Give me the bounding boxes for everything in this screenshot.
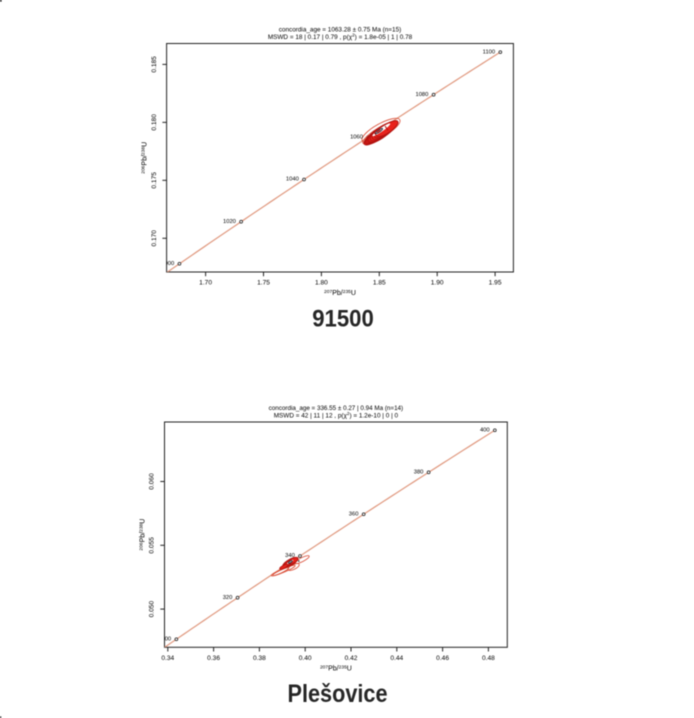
svg-text:360: 360 — [349, 511, 359, 517]
svg-text:1000: 1000 — [161, 261, 174, 267]
svg-text:0.055: 0.055 — [149, 537, 156, 554]
svg-text:1.80: 1.80 — [315, 280, 328, 287]
svg-text:0.185: 0.185 — [151, 56, 158, 73]
svg-text:0.060: 0.060 — [149, 473, 156, 490]
svg-text:1080: 1080 — [415, 92, 428, 98]
svg-text:1.75: 1.75 — [257, 280, 270, 287]
svg-text:1060: 1060 — [350, 134, 363, 140]
svg-text:1.70: 1.70 — [199, 280, 212, 287]
svg-text:91500: 91500 — [312, 306, 374, 333]
svg-text:206Pb/238U: 206Pb/238U — [138, 519, 146, 551]
svg-text:0.36: 0.36 — [207, 655, 220, 662]
svg-text:0.42: 0.42 — [345, 655, 358, 662]
svg-text:300: 300 — [161, 636, 171, 642]
svg-text:0.175: 0.175 — [151, 172, 158, 189]
svg-text:1.85: 1.85 — [373, 280, 386, 287]
svg-text:MSWD = 42 | 11 | 12 , p(χ2) =: MSWD = 42 | 11 | 12 , p(χ2) = 1.2e-10 | … — [274, 411, 399, 419]
svg-text:400: 400 — [480, 427, 490, 433]
svg-text:Plešovice: Plešovice — [288, 680, 388, 708]
svg-text:0.40: 0.40 — [299, 655, 312, 662]
svg-text:0.050: 0.050 — [149, 601, 156, 618]
svg-text:0.44: 0.44 — [390, 655, 403, 662]
svg-text:1020: 1020 — [223, 219, 236, 225]
svg-text:0.38: 0.38 — [253, 655, 266, 662]
svg-text:380: 380 — [414, 470, 424, 476]
svg-text:207Pb/235U: 207Pb/235U — [324, 289, 356, 297]
svg-text:1100: 1100 — [483, 49, 495, 55]
svg-text:0.180: 0.180 — [151, 114, 158, 131]
svg-text:206Pb/238U: 206Pb/238U — [141, 142, 149, 174]
svg-text:1.90: 1.90 — [431, 280, 444, 287]
svg-text:0.34: 0.34 — [161, 655, 174, 662]
svg-text:concordia_age = 1063.28 ± 0.75: concordia_age = 1063.28 ± 0.75 Ma (n=15) — [279, 26, 402, 33]
svg-text:1040: 1040 — [286, 177, 299, 183]
svg-text:0.48: 0.48 — [482, 655, 495, 662]
svg-text:340: 340 — [285, 553, 295, 559]
svg-text:0.46: 0.46 — [436, 655, 449, 662]
svg-text:MSWD = 18 | 0.17 | 0.79 , p(χ: MSWD = 18 | 0.17 | 0.79 , p(χ2) = 1.8e-0… — [268, 33, 413, 41]
svg-text:320: 320 — [223, 595, 233, 601]
svg-text:1.95: 1.95 — [489, 280, 502, 287]
svg-text:concordia_age = 336.55 ± 0.27: concordia_age = 336.55 ± 0.27 | 0.94 Ma … — [269, 405, 404, 412]
svg-text:0.170: 0.170 — [151, 230, 158, 247]
svg-text:207Pb/235U: 207Pb/235U — [320, 664, 352, 672]
